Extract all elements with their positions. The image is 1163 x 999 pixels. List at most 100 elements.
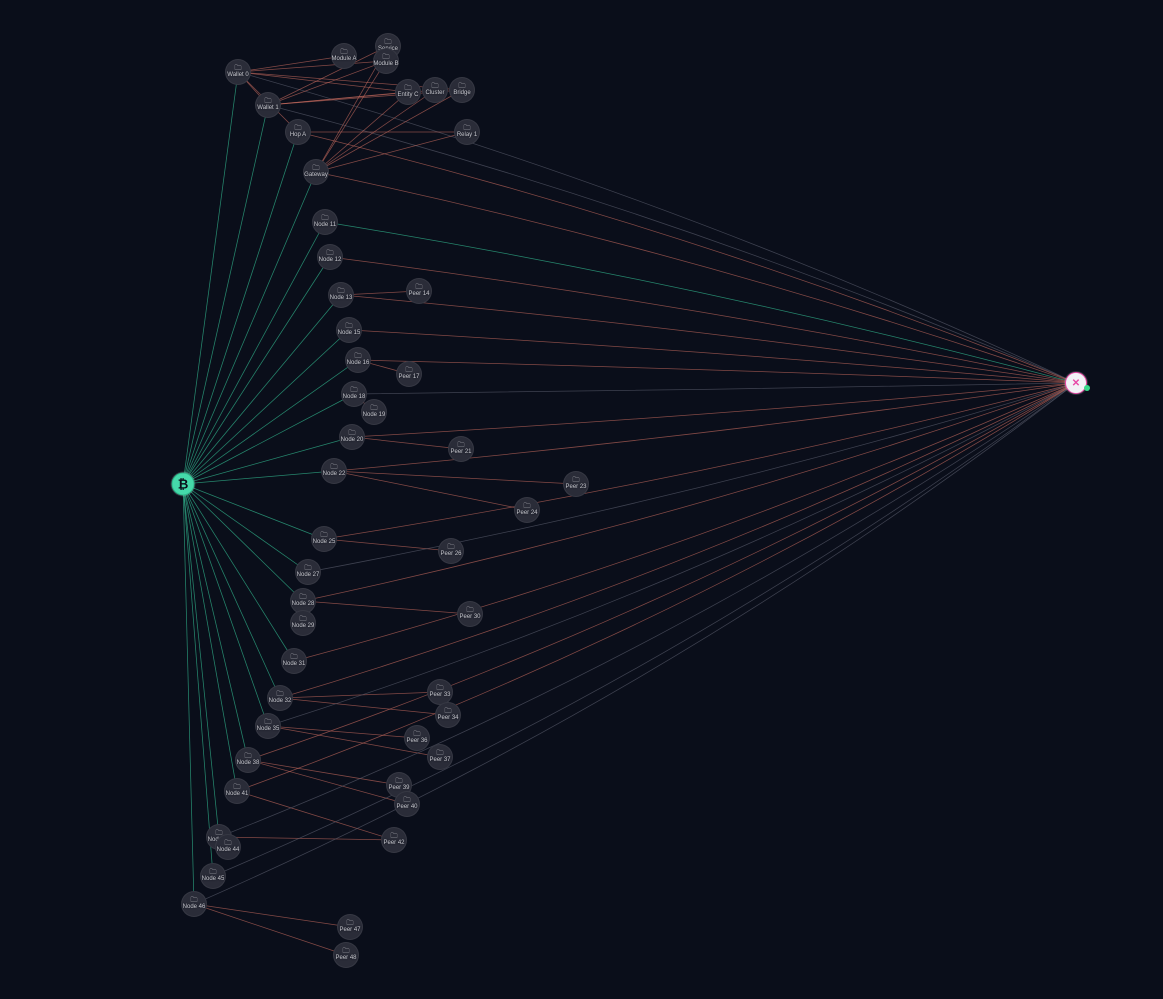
- graph-edge: [316, 90, 462, 172]
- graph-edge: [268, 46, 388, 105]
- graph-node[interactable]: 🗀Node 31: [281, 648, 307, 674]
- graph-node[interactable]: 🗀Node 44: [215, 834, 241, 860]
- graph-edge: [330, 257, 1076, 383]
- graph-edge: [183, 222, 325, 484]
- graph-edge: [294, 383, 1076, 661]
- graph-node[interactable]: 🗀Peer 24: [514, 497, 540, 523]
- graph-node-label: Gateway: [304, 172, 328, 179]
- wallet-icon: 🗀: [405, 85, 412, 92]
- graph-node-label: Node 35: [257, 726, 280, 733]
- graph-node[interactable]: 🗀Peer 37: [427, 744, 453, 770]
- graph-node[interactable]: 🗀Module B: [373, 48, 399, 74]
- graph-edge: [268, 383, 1076, 726]
- graph-node[interactable]: 🗀Node 27: [295, 559, 321, 585]
- wallet-icon: 🗀: [385, 39, 392, 46]
- graph-node-label: Node 18: [343, 394, 366, 401]
- graph-node[interactable]: 🗀Peer 40: [394, 791, 420, 817]
- graph-node[interactable]: 🗀Peer 47: [337, 914, 363, 940]
- wallet-icon: 🗀: [327, 250, 334, 257]
- graph-edge: [325, 222, 1076, 383]
- graph-node-label: Cluster: [425, 90, 444, 97]
- graph-edge: [248, 383, 1076, 760]
- wallet-icon: 🗀: [414, 731, 421, 738]
- graph-node[interactable]: 🗀Node 20: [339, 424, 365, 450]
- graph-node-label: Relay 1: [457, 132, 477, 139]
- graph-node-label: Peer 36: [406, 738, 427, 745]
- graph-edge: [298, 132, 1076, 383]
- graph-node[interactable]: 🗀Hop A: [285, 119, 311, 145]
- graph-node[interactable]: 🗀Node 45: [200, 863, 226, 889]
- graph-node[interactable]: 🗀Node 38: [235, 747, 261, 773]
- graph-node[interactable]: 🗀Node 13: [328, 282, 354, 308]
- wallet-icon: 🗀: [351, 387, 358, 394]
- graph-edge: [237, 791, 394, 840]
- graph-node[interactable]: 🗀Gateway: [303, 159, 329, 185]
- graph-edge: [183, 484, 268, 726]
- graph-edge: [183, 484, 248, 760]
- graph-node[interactable]: 🗀Node 46: [181, 891, 207, 917]
- graph-node[interactable]: 🗀Node 19: [361, 399, 387, 425]
- graph-node[interactable]: 🗀Node 15: [336, 317, 362, 343]
- network-graph-canvas[interactable]: ₿✕🗀Wallet 0🗀Module A🗀Service🗀Module B🗀En…: [0, 0, 1163, 999]
- graph-node[interactable]: 🗀Node 29: [290, 610, 316, 636]
- wallet-icon: 🗀: [432, 83, 439, 90]
- graph-node[interactable]: 🗀Module A: [331, 43, 357, 69]
- wallet-icon: 🗀: [291, 654, 298, 661]
- graph-edge: [183, 132, 298, 484]
- graph-edge: [183, 172, 316, 484]
- hub-left-node[interactable]: ₿: [172, 473, 195, 496]
- graph-node[interactable]: 🗀Peer 34: [435, 702, 461, 728]
- graph-node[interactable]: 🗀Peer 36: [404, 725, 430, 751]
- graph-node[interactable]: 🗀Peer 26: [438, 538, 464, 564]
- graph-edge: [334, 471, 527, 510]
- graph-edge: [349, 330, 1076, 383]
- graph-node-label: Node 11: [314, 222, 336, 229]
- graph-node[interactable]: 🗀Node 32: [267, 685, 293, 711]
- status-dot-icon: [1084, 385, 1090, 391]
- wallet-icon: 🗀: [355, 353, 362, 360]
- graph-node[interactable]: 🗀Peer 23: [563, 471, 589, 497]
- graph-node-label: Peer 17: [398, 374, 419, 381]
- graph-node[interactable]: 🗀Node 12: [317, 244, 343, 270]
- graph-node[interactable]: 🗀Peer 17: [396, 361, 422, 387]
- graph-node-label: Node 28: [292, 601, 315, 608]
- graph-edge: [268, 726, 417, 738]
- graph-node-label: Peer 40: [396, 804, 417, 811]
- graph-node[interactable]: 🗀Entity C: [395, 79, 421, 105]
- graph-edge: [237, 383, 1076, 791]
- graph-node-label: Node 13: [330, 295, 353, 302]
- graph-node[interactable]: 🗀Bridge: [449, 77, 475, 103]
- graph-edge: [183, 484, 324, 539]
- graph-node-label: Node 46: [183, 904, 206, 911]
- wallet-icon: 🗀: [295, 125, 302, 132]
- graph-node-label: Peer 23: [565, 484, 586, 491]
- graph-node[interactable]: 🗀Relay 1: [454, 119, 480, 145]
- graph-node[interactable]: 🗀Peer 48: [333, 942, 359, 968]
- graph-node[interactable]: 🗀Node 41: [224, 778, 250, 804]
- graph-edge: [303, 383, 1076, 601]
- graph-node[interactable]: 🗀Node 11: [312, 209, 338, 235]
- graph-edge: [316, 90, 435, 172]
- graph-node[interactable]: 🗀Node 22: [321, 458, 347, 484]
- graph-node[interactable]: 🗀Peer 30: [457, 601, 483, 627]
- graph-node[interactable]: 🗀Node 35: [255, 713, 281, 739]
- graph-edge: [183, 72, 238, 484]
- hub-right-node[interactable]: ✕: [1065, 372, 1087, 394]
- graph-edge: [352, 383, 1076, 437]
- wallet-icon: 🗀: [406, 367, 413, 374]
- wallet-icon: 🗀: [321, 532, 328, 539]
- graph-node[interactable]: 🗀Wallet 0: [225, 59, 251, 85]
- graph-node[interactable]: 🗀Cluster: [422, 77, 448, 103]
- graph-edge: [219, 383, 1076, 837]
- graph-edge: [280, 698, 448, 715]
- graph-edge: [183, 484, 294, 661]
- graph-edge: [183, 471, 334, 484]
- graph-node[interactable]: 🗀Peer 14: [406, 278, 432, 304]
- graph-node[interactable]: 🗀Peer 21: [448, 436, 474, 462]
- graph-node[interactable]: 🗀Node 16: [345, 347, 371, 373]
- graph-edge: [341, 295, 1076, 383]
- graph-node[interactable]: 🗀Peer 42: [381, 827, 407, 853]
- graph-node[interactable]: 🗀Wallet 1: [255, 92, 281, 118]
- close-icon: ✕: [1072, 378, 1080, 389]
- graph-node[interactable]: 🗀Node 25: [311, 526, 337, 552]
